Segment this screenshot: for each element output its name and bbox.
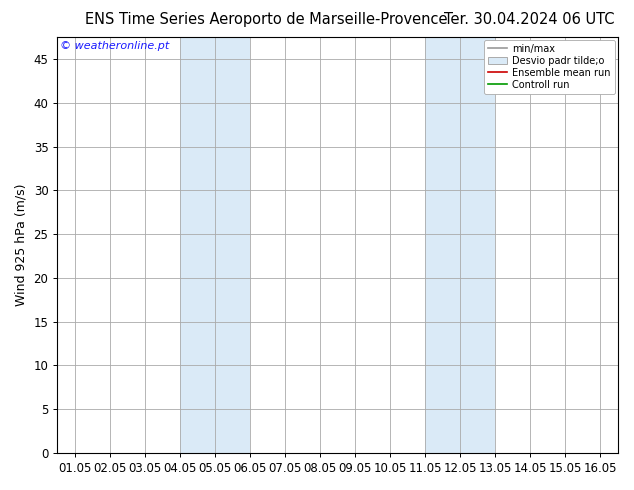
Bar bbox=[425, 37, 495, 453]
Legend: min/max, Desvio padr tilde;o, Ensemble mean run, Controll run: min/max, Desvio padr tilde;o, Ensemble m… bbox=[484, 40, 615, 94]
Text: © weatheronline.pt: © weatheronline.pt bbox=[60, 41, 169, 51]
Text: Ter. 30.04.2024 06 UTC: Ter. 30.04.2024 06 UTC bbox=[444, 12, 615, 27]
Y-axis label: Wind 925 hPa (m/s): Wind 925 hPa (m/s) bbox=[15, 184, 28, 306]
Text: ENS Time Series Aeroporto de Marseille-Provence: ENS Time Series Aeroporto de Marseille-P… bbox=[85, 12, 448, 27]
Bar bbox=[180, 37, 250, 453]
